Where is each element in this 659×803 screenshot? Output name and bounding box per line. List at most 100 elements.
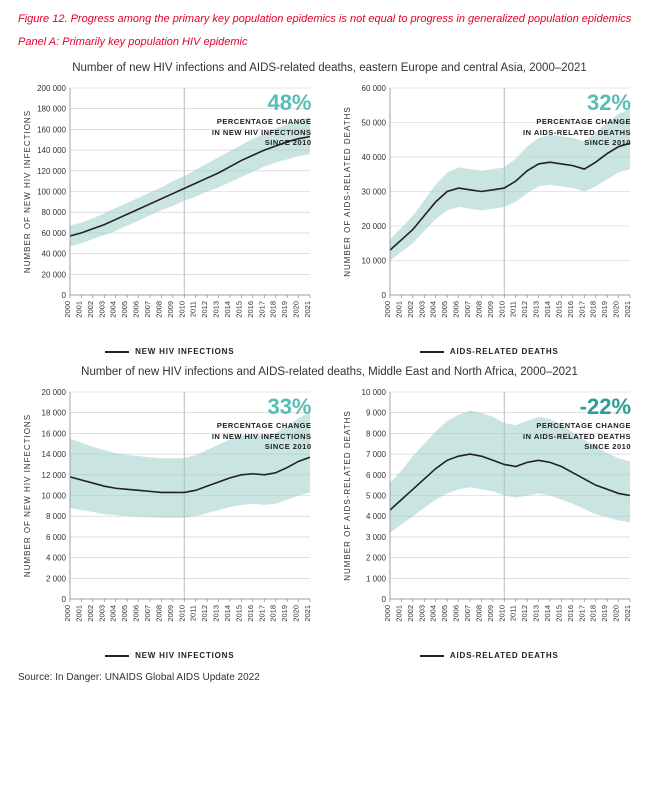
svg-text:8 000: 8 000: [46, 512, 67, 521]
svg-text:2 000: 2 000: [46, 575, 67, 584]
svg-text:2021: 2021: [623, 605, 632, 622]
percentage-callout: 32%PERCENTAGE CHANGEIN AIDS-RELATED DEAT…: [523, 90, 631, 147]
svg-text:2018: 2018: [269, 301, 278, 318]
svg-text:2005: 2005: [120, 605, 129, 622]
svg-text:3 000: 3 000: [365, 533, 386, 542]
svg-text:2005: 2005: [440, 605, 449, 622]
svg-text:2000: 2000: [383, 605, 392, 622]
chart-legend: AIDS-RELATED DEATHS: [338, 651, 642, 660]
svg-text:2007: 2007: [143, 605, 152, 622]
svg-text:60 000: 60 000: [361, 84, 386, 93]
svg-text:2000: 2000: [63, 301, 72, 318]
chart-cell: 020 00040 00060 00080 000100 000120 0001…: [18, 80, 322, 356]
svg-text:2004: 2004: [109, 605, 118, 622]
chart-row: 020 00040 00060 00080 000100 000120 0001…: [18, 80, 641, 356]
svg-text:1 000: 1 000: [365, 575, 386, 584]
svg-text:2003: 2003: [417, 301, 426, 318]
svg-text:2015: 2015: [234, 301, 243, 318]
svg-text:2010: 2010: [177, 605, 186, 622]
chart-cell: 010 00020 00030 00040 00050 00060 000200…: [338, 80, 642, 356]
svg-text:12 000: 12 000: [42, 471, 67, 480]
chart-legend: AIDS-RELATED DEATHS: [338, 347, 642, 356]
svg-text:2003: 2003: [417, 605, 426, 622]
svg-text:2018: 2018: [588, 605, 597, 622]
svg-text:2006: 2006: [451, 605, 460, 622]
callout-percent: 32%: [523, 90, 631, 116]
svg-text:0: 0: [381, 595, 386, 604]
svg-text:2014: 2014: [543, 301, 552, 318]
chart-row: 0 2 000 4 000 6 000 8 000 10 000 12 000 14 000 1…: [18, 384, 641, 660]
svg-text:16 000: 16 000: [42, 430, 67, 439]
svg-text:7 000: 7 000: [365, 450, 386, 459]
callout-percent: 33%: [212, 394, 312, 420]
svg-text:5 000: 5 000: [365, 492, 386, 501]
svg-text:2010: 2010: [177, 301, 186, 318]
row-title: Number of new HIV infections and AIDS-re…: [18, 366, 641, 378]
svg-text:2019: 2019: [280, 605, 289, 622]
svg-text:2013: 2013: [531, 301, 540, 318]
svg-text:2001: 2001: [74, 301, 83, 318]
svg-text:2016: 2016: [246, 301, 255, 318]
svg-text:NUMBER OF NEW HIV INFECTIONS: NUMBER OF NEW HIV INFECTIONS: [23, 414, 32, 577]
svg-text:2014: 2014: [223, 605, 232, 622]
svg-text:40 000: 40 000: [42, 250, 67, 259]
svg-text:4 000: 4 000: [46, 554, 67, 563]
svg-text:2004: 2004: [109, 301, 118, 318]
svg-text:9 000: 9 000: [365, 409, 386, 418]
charts-container: Number of new HIV infections and AIDS-re…: [18, 62, 641, 660]
chart-cell: 01 0002 0003 0004 0005 0006 0007 0008 00…: [338, 384, 642, 660]
svg-text:2005: 2005: [440, 301, 449, 318]
svg-text:14 000: 14 000: [42, 450, 67, 459]
svg-text:2007: 2007: [463, 605, 472, 622]
svg-text:200 000: 200 000: [37, 84, 66, 93]
svg-text:2017: 2017: [257, 605, 266, 622]
svg-text:2000: 2000: [63, 605, 72, 622]
chart-legend: NEW HIV INFECTIONS: [18, 347, 322, 356]
svg-text:120 000: 120 000: [37, 167, 66, 176]
svg-text:20 000: 20 000: [42, 271, 67, 280]
svg-text:2 000: 2 000: [365, 554, 386, 563]
svg-text:2018: 2018: [588, 301, 597, 318]
svg-text:2004: 2004: [428, 605, 437, 622]
svg-text:2002: 2002: [86, 605, 95, 622]
svg-text:20 000: 20 000: [361, 222, 386, 231]
svg-text:2010: 2010: [497, 605, 506, 622]
svg-text:2002: 2002: [405, 301, 414, 318]
svg-text:2020: 2020: [611, 605, 620, 622]
svg-text:2016: 2016: [565, 301, 574, 318]
svg-text:2004: 2004: [428, 301, 437, 318]
svg-text:2012: 2012: [200, 301, 209, 318]
svg-text:40 000: 40 000: [361, 153, 386, 162]
svg-text:2009: 2009: [166, 301, 175, 318]
svg-text:2007: 2007: [463, 301, 472, 318]
svg-text:2010: 2010: [497, 301, 506, 318]
svg-text:2017: 2017: [577, 301, 586, 318]
svg-text:NUMBER OF NEW HIV INFECTIONS: NUMBER OF NEW HIV INFECTIONS: [23, 110, 32, 273]
svg-text:4 000: 4 000: [365, 512, 386, 521]
svg-text:60 000: 60 000: [42, 229, 67, 238]
svg-text:2015: 2015: [554, 301, 563, 318]
percentage-callout: 48%PERCENTAGE CHANGEIN NEW HIV INFECTION…: [212, 90, 312, 147]
svg-text:2017: 2017: [577, 605, 586, 622]
percentage-callout: 33%PERCENTAGE CHANGEIN NEW HIV INFECTION…: [212, 394, 312, 451]
svg-text:6 000: 6 000: [365, 471, 386, 480]
svg-text:2021: 2021: [623, 301, 632, 318]
panel-label: Panel A: Primarily key population HIV ep…: [18, 36, 641, 48]
chart-legend: NEW HIV INFECTIONS: [18, 651, 322, 660]
svg-text:2008: 2008: [154, 301, 163, 318]
svg-text:10 000: 10 000: [42, 492, 67, 501]
svg-text:2002: 2002: [405, 605, 414, 622]
svg-text:80 000: 80 000: [42, 208, 67, 217]
figure-title: Figure 12. Progress among the primary ke…: [18, 12, 641, 26]
svg-text:2013: 2013: [212, 605, 221, 622]
svg-text:2011: 2011: [508, 301, 517, 317]
svg-text:180 000: 180 000: [37, 105, 66, 114]
svg-text:2011: 2011: [189, 301, 198, 317]
svg-text:2008: 2008: [154, 605, 163, 622]
svg-text:6 000: 6 000: [46, 533, 67, 542]
svg-text:100 000: 100 000: [37, 188, 66, 197]
svg-text:2000: 2000: [383, 301, 392, 318]
svg-text:NUMBER OF AIDS-RELATED DEATHS: NUMBER OF AIDS-RELATED DEATHS: [343, 107, 352, 278]
svg-text:2020: 2020: [292, 605, 301, 622]
svg-text:2001: 2001: [394, 605, 403, 622]
